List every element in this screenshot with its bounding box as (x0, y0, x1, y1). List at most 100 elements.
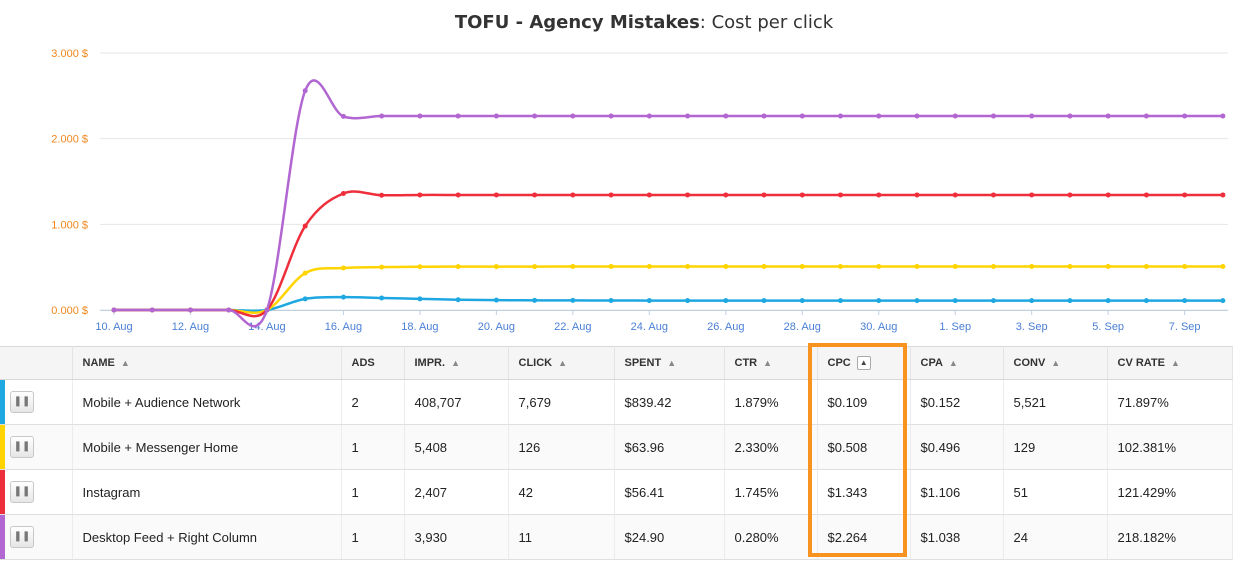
sort-icon[interactable]: ▲︎ (667, 358, 677, 368)
series-point (340, 113, 346, 119)
series-point (990, 192, 996, 198)
header-cpc[interactable]: CPC ▲︎ (817, 346, 911, 380)
pause-button[interactable]: ❚❚ (10, 436, 34, 458)
cell-conv: 5,521 (1003, 379, 1108, 425)
x-tick-label: 18. Aug (401, 321, 438, 333)
series-point (1067, 263, 1073, 269)
series-point (838, 298, 844, 304)
pause-button[interactable]: ❚❚ (10, 481, 34, 503)
cell-impr: 408,707 (404, 379, 509, 425)
series-point (455, 264, 461, 270)
series-point (1105, 263, 1111, 269)
series-point (532, 264, 538, 270)
header-click[interactable]: CLICK ▲︎ (508, 346, 615, 380)
series-point (914, 113, 920, 119)
x-tick-label: 30. Aug (860, 321, 897, 333)
header-cvrate[interactable]: CV RATE ▲︎ (1107, 346, 1233, 380)
sort-ascending-icon[interactable]: ▲︎ (856, 356, 871, 370)
cell-ctr: 2.330% (724, 424, 818, 470)
series-point (1029, 192, 1035, 198)
series-point (1143, 192, 1149, 198)
series-point (838, 263, 844, 269)
series-point (723, 113, 729, 119)
cell-ads: 1 (341, 469, 405, 515)
cell-cpa: $1.106 (910, 469, 1004, 515)
sort-icon[interactable]: ▲︎ (948, 358, 958, 368)
cell-name: Desktop Feed + Right Column (72, 514, 342, 560)
series-color-bar (0, 470, 5, 514)
header-spent[interactable]: SPENT ▲︎ (614, 346, 725, 380)
series-point (761, 113, 767, 119)
cell-cpc: $1.343 (817, 469, 911, 515)
series-point (952, 113, 958, 119)
x-tick-label: 22. Aug (554, 321, 591, 333)
x-tick-label: 28. Aug (784, 321, 821, 333)
series-point (1105, 192, 1111, 198)
series-point (149, 307, 155, 313)
series-point (723, 192, 729, 198)
series-point (1067, 298, 1073, 304)
table-row: ❚❚ Mobile + Audience Network 2 408,707 7… (0, 379, 1233, 425)
series-point (379, 192, 385, 198)
series-point (532, 192, 538, 198)
pause-button[interactable]: ❚❚ (10, 526, 34, 548)
series-point (302, 296, 308, 302)
series-point (1067, 192, 1073, 198)
series-point (876, 113, 882, 119)
series-point (570, 192, 576, 198)
sort-icon[interactable]: ▲︎ (451, 358, 460, 368)
cell-click: 42 (508, 469, 615, 515)
cell-impr: 5,408 (404, 424, 509, 470)
series-point (1182, 298, 1188, 304)
series-point (455, 297, 461, 303)
series-point (608, 263, 614, 269)
header-name[interactable]: NAME ▲︎ (72, 346, 342, 380)
row-control-cell: ❚❚ (0, 424, 73, 470)
series-point (340, 294, 346, 300)
cell-impr: 2,407 (404, 469, 509, 515)
series-point (493, 264, 499, 270)
header-cpa[interactable]: CPA ▲︎ (910, 346, 1004, 380)
sort-icon[interactable]: ▲︎ (558, 358, 568, 368)
sort-icon[interactable]: ▲︎ (763, 358, 773, 368)
table-row: ❚❚ Mobile + Messenger Home 1 5,408 126 $… (0, 424, 1233, 470)
series-line (114, 265, 1223, 314)
header-conv[interactable]: CONV ▲︎ (1003, 346, 1108, 380)
series-point (340, 190, 346, 196)
cell-conv: 24 (1003, 514, 1108, 560)
cell-click: 126 (508, 424, 615, 470)
series-point (1067, 113, 1073, 119)
table-row: ❚❚ Instagram 1 2,407 42 $56.41 1.745% $1… (0, 469, 1233, 515)
cell-click: 7,679 (508, 379, 615, 425)
series-point (646, 113, 652, 119)
series-point (340, 265, 346, 271)
sort-icon[interactable]: ▲︎ (120, 358, 130, 368)
header-name-label: NAME (82, 357, 115, 369)
series-point (1182, 113, 1188, 119)
series-point (417, 192, 423, 198)
header-impr-label: IMPR. (414, 357, 446, 369)
cell-ctr: 1.745% (724, 469, 818, 515)
header-impr[interactable]: IMPR. ▲︎ (404, 346, 509, 380)
series-point (532, 297, 538, 303)
pause-button[interactable]: ❚❚ (10, 391, 34, 413)
x-tick-label: 7. Sep (1169, 321, 1201, 333)
series-point (876, 298, 882, 304)
series-point (570, 113, 576, 119)
x-tick-label: 10. Aug (95, 321, 132, 333)
sort-icon[interactable]: ▲︎ (1051, 358, 1061, 368)
header-ads-label: ADS (351, 357, 375, 369)
series-point (1105, 298, 1111, 304)
cell-cvrate: 121.429% (1107, 469, 1233, 515)
sort-icon[interactable]: ▲︎ (1170, 358, 1180, 368)
series-point (1029, 113, 1035, 119)
x-tick-label: 3. Sep (1016, 321, 1048, 333)
header-ctr[interactable]: CTR ▲︎ (724, 346, 818, 380)
cell-name: Instagram (72, 469, 342, 515)
series-point (493, 113, 499, 119)
series-point (761, 298, 767, 304)
cell-spent: $24.90 (614, 514, 725, 560)
row-control-cell: ❚❚ (0, 514, 73, 560)
series-color-bar (0, 425, 5, 469)
cell-click: 11 (508, 514, 615, 560)
